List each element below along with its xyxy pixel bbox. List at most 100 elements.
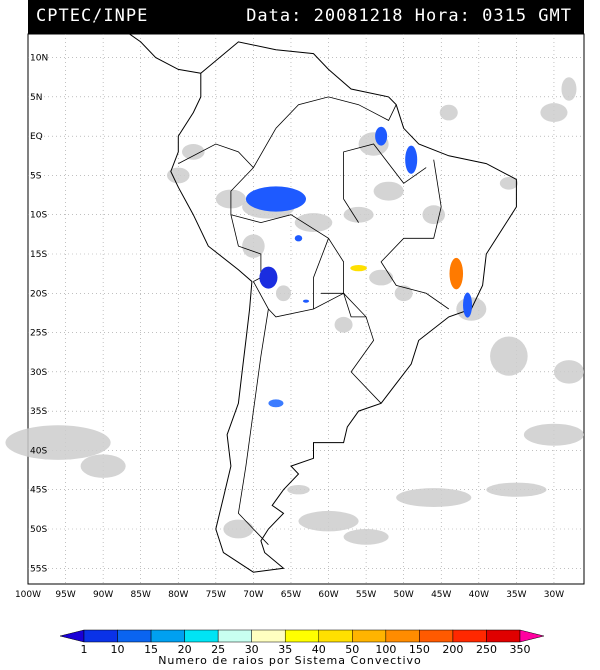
legend-value: 15 — [144, 643, 158, 656]
lon-label: 50W — [393, 590, 413, 600]
lat-label: 55S — [30, 564, 47, 574]
cell-bolivia — [259, 266, 278, 289]
legend-value: 1 — [81, 643, 88, 656]
political-border — [380, 159, 450, 310]
lon-label: 40W — [469, 590, 489, 600]
lat-label: 15S — [30, 250, 47, 260]
cloud-patch — [182, 144, 205, 160]
legend-value: 250 — [476, 643, 497, 656]
legend-swatch — [150, 629, 185, 643]
cloud-patch — [5, 425, 111, 460]
lat-label: 10S — [30, 211, 47, 221]
lon-label: 85W — [131, 590, 151, 600]
latitude-labels: 10N 5N EQ 5S 10S 15S 20S 25S 30S 35S 40S 45S 50S 55S — [30, 54, 48, 575]
legend-labels: 1 10 15 20 25 30 35 40 50 100 150 200 250 350 — [81, 643, 531, 656]
lon-label: 95W — [55, 590, 75, 600]
cloud-patch — [553, 360, 584, 384]
continent-outline — [87, 17, 517, 573]
legend-value: 350 — [510, 643, 531, 656]
cloud-patch — [223, 519, 254, 539]
political-border — [321, 292, 367, 318]
central-america-coast — [87, 17, 201, 74]
lon-label: 65W — [281, 590, 301, 600]
legend-value: 25 — [211, 643, 225, 656]
cloud-patch — [242, 234, 265, 258]
cloud-patch — [499, 177, 518, 190]
legend-swatch — [419, 629, 454, 643]
lat-label: 45S — [30, 486, 47, 496]
political-border — [178, 143, 254, 168]
legend-swatch — [318, 629, 353, 643]
cloud-patch — [343, 529, 389, 545]
legend-swatch — [184, 629, 219, 643]
cloud-patch — [561, 77, 577, 101]
cloud-patch — [369, 269, 394, 286]
cloud-patch — [275, 285, 291, 302]
lat-label: 5S — [30, 171, 42, 181]
political-border — [313, 238, 329, 309]
legend-swatch — [59, 629, 85, 643]
political-border — [237, 308, 269, 545]
legend-swatch — [217, 629, 252, 643]
cloud-patch — [287, 485, 310, 495]
cell-paraguay — [302, 299, 310, 303]
legend-value: 35 — [278, 643, 292, 656]
south-america-coast — [170, 41, 517, 573]
legend-value: 20 — [178, 643, 192, 656]
lon-label: 100W — [15, 590, 41, 600]
cell-rondonia — [294, 235, 303, 242]
legend-swatch — [519, 629, 545, 643]
color-legend: 1 10 15 20 25 30 35 40 50 100 150 200 250 350 Numero … — [59, 629, 545, 667]
cloud-patch — [80, 454, 126, 478]
legend-value: 200 — [442, 643, 463, 656]
longitude-labels: 100W 95W 90W 85W 80W 75W 70W 65W 60W 55W 50W 45W 40W… — [15, 590, 564, 600]
cloud-patch — [167, 167, 190, 184]
legend-swatch — [117, 629, 152, 643]
political-border — [343, 143, 427, 223]
lon-label: 45W — [431, 590, 451, 600]
lon-label: 75W — [206, 590, 226, 600]
legend-value: 100 — [375, 643, 396, 656]
lat-label: 35S — [30, 407, 47, 417]
cloud-patch — [373, 181, 404, 201]
cloud-patch — [540, 103, 568, 122]
lat-lon-grid — [28, 34, 584, 584]
lat-label: 5N — [30, 93, 42, 103]
cloud-patch — [294, 213, 333, 232]
lat-label: EQ — [30, 132, 43, 142]
cloud-patch — [422, 205, 445, 225]
lon-label: 55W — [356, 590, 376, 600]
convective-cells — [245, 126, 473, 408]
lon-label: 80W — [168, 590, 188, 600]
cloud-patch — [334, 316, 353, 333]
cloud-cover — [5, 77, 584, 545]
cell-goias-yellow — [350, 265, 367, 272]
political-border — [253, 281, 344, 318]
cloud-patch — [343, 206, 374, 223]
lat-label: 10N — [30, 54, 48, 64]
lat-label: 20S — [30, 289, 47, 299]
cell-amazon-west — [245, 186, 306, 212]
legend-swatch — [486, 629, 521, 643]
legend-swatch — [251, 629, 286, 643]
cloud-patch — [298, 510, 359, 532]
legend-swatch — [352, 629, 387, 643]
legend-swatch — [452, 629, 487, 643]
legend-value: 30 — [245, 643, 259, 656]
cloud-patch — [439, 104, 458, 121]
legend-swatch — [284, 629, 320, 643]
lon-label: 70W — [243, 590, 263, 600]
legend-value: 50 — [345, 643, 359, 656]
legend-swatch — [83, 629, 118, 643]
cloud-patch — [490, 336, 528, 376]
cell-para-east — [405, 145, 418, 174]
lon-label: 35W — [506, 590, 526, 600]
lat-label: 30S — [30, 368, 47, 378]
cloud-patch — [486, 482, 547, 497]
lon-label: 90W — [93, 590, 113, 600]
map-frame — [27, 33, 585, 585]
legend-value: 150 — [409, 643, 430, 656]
legend-bar — [59, 629, 545, 643]
cell-bahia-orange — [449, 257, 464, 290]
